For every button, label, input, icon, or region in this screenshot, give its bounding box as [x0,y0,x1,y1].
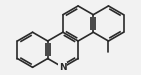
Text: N: N [59,63,67,72]
